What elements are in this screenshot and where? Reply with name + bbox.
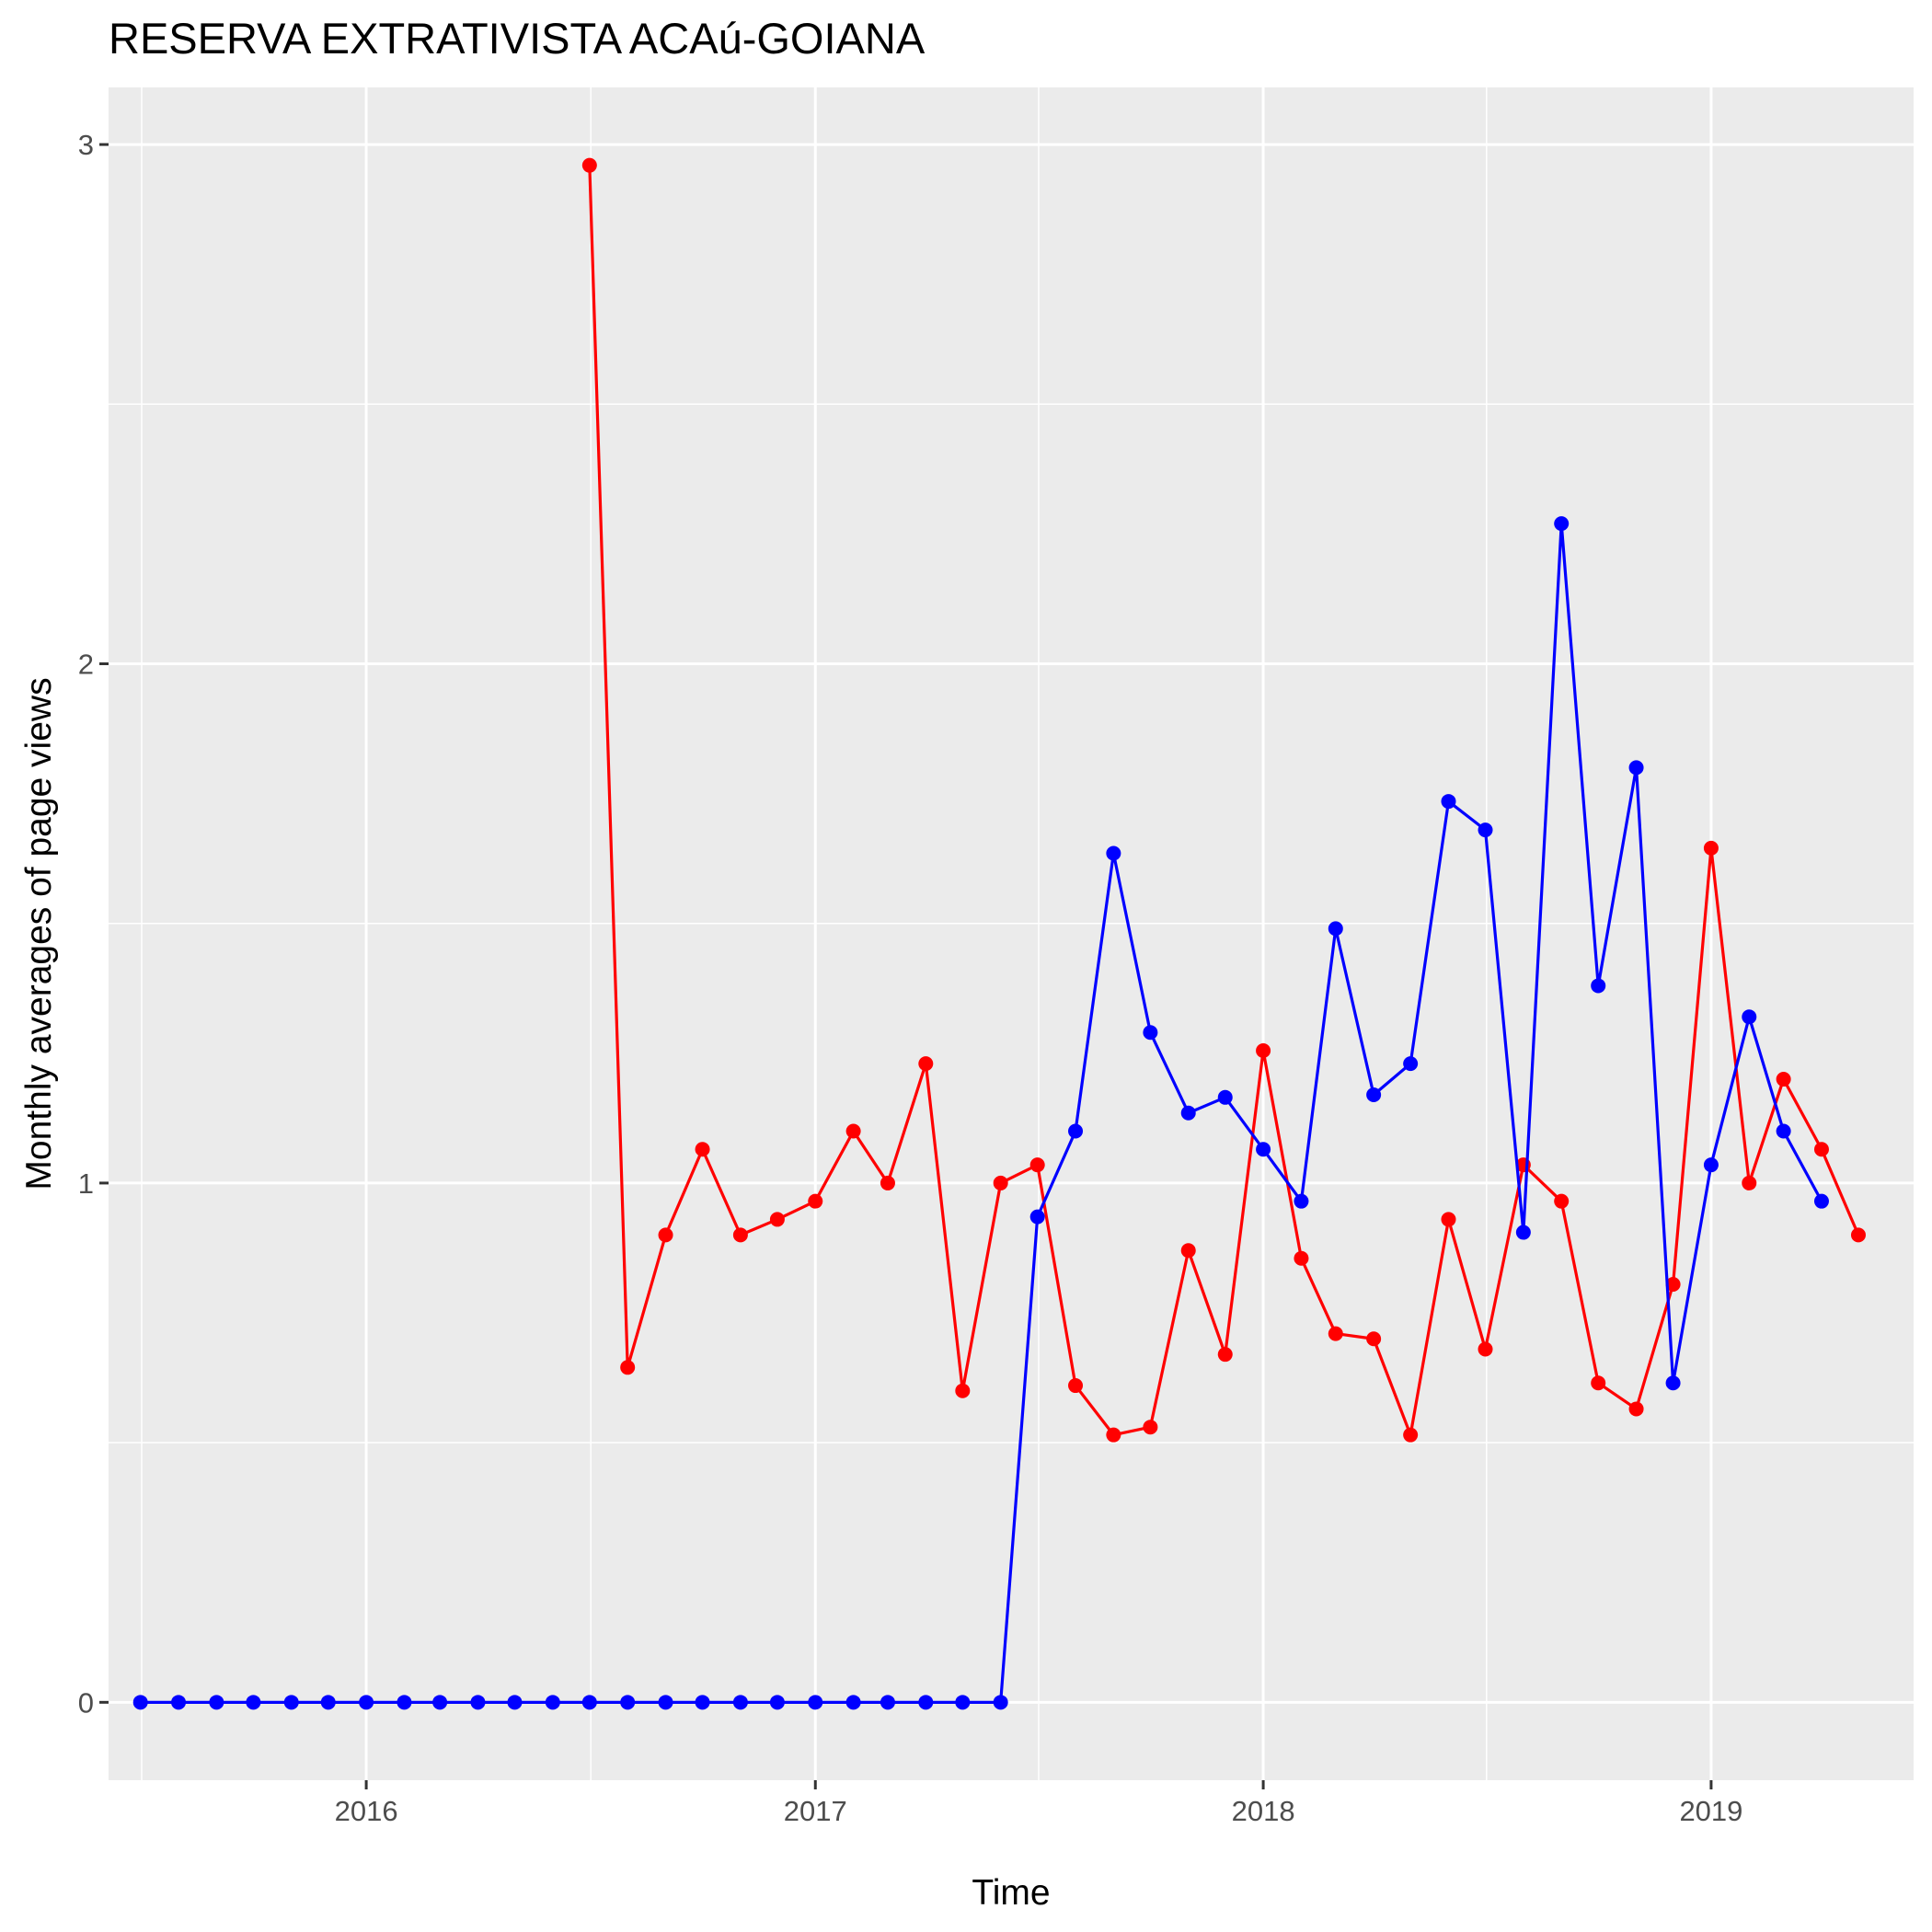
data-point (845, 1695, 861, 1710)
plot-panel (109, 87, 1914, 1780)
data-point (246, 1695, 261, 1710)
data-point (658, 1227, 673, 1243)
data-point (1403, 1056, 1419, 1072)
data-point (1813, 1193, 1829, 1209)
data-point (1703, 840, 1719, 856)
data-point (1813, 1142, 1829, 1157)
data-point (1294, 1250, 1309, 1266)
data-point (1850, 1227, 1866, 1243)
data-point (1143, 1025, 1158, 1041)
data-point (1180, 1243, 1196, 1259)
data-point (581, 1695, 597, 1710)
gridlines (109, 87, 1914, 1780)
data-point (507, 1695, 523, 1710)
data-point (470, 1695, 486, 1710)
data-point (1328, 1326, 1343, 1341)
data-point (1776, 1123, 1791, 1139)
data-point (132, 1695, 148, 1710)
data-point (209, 1695, 224, 1710)
data-point (1366, 1087, 1382, 1102)
x-tick-label: 2019 (1679, 1795, 1742, 1827)
series-1 (132, 516, 1829, 1710)
data-point (1554, 516, 1570, 532)
data-point (993, 1175, 1008, 1190)
data-point (359, 1695, 374, 1710)
y-tick-label: 0 (78, 1686, 94, 1719)
data-point (283, 1695, 299, 1710)
data-point (769, 1695, 785, 1710)
data-point (1628, 1401, 1644, 1417)
data-point (918, 1056, 934, 1072)
data-point (1515, 1225, 1531, 1240)
y-tick-label: 1 (78, 1167, 94, 1200)
data-point (808, 1193, 823, 1209)
series-line-1 (140, 522, 1823, 1704)
data-point (1776, 1072, 1791, 1087)
data-point (545, 1695, 560, 1710)
data-point (918, 1695, 934, 1710)
data-point (955, 1383, 971, 1398)
data-point (695, 1142, 710, 1157)
data-point (732, 1695, 748, 1710)
data-point (1591, 978, 1606, 994)
series-0 (581, 157, 1866, 1443)
data-point (695, 1695, 710, 1710)
data-point (1742, 1175, 1757, 1190)
data-point (1068, 1123, 1084, 1139)
data-point (432, 1695, 448, 1710)
y-tick-label: 2 (78, 649, 94, 681)
data-point (1441, 794, 1456, 810)
data-point (320, 1695, 336, 1710)
series-layer (132, 157, 1866, 1710)
x-tick-label: 2018 (1232, 1795, 1295, 1827)
data-point (1742, 1009, 1757, 1025)
data-point (1106, 845, 1121, 861)
data-point (1554, 1193, 1570, 1209)
data-point (955, 1695, 971, 1710)
data-point (1256, 1042, 1271, 1058)
x-tick-label: 2017 (784, 1795, 847, 1827)
data-point (581, 157, 597, 173)
data-point (1029, 1157, 1045, 1173)
data-point (1591, 1375, 1606, 1391)
data-point (171, 1695, 187, 1710)
data-point (1366, 1331, 1382, 1347)
data-point (1217, 1347, 1233, 1363)
data-point (1328, 921, 1343, 937)
x-axis-title: Time (972, 1873, 1050, 1913)
data-point (1403, 1427, 1419, 1443)
data-point (1180, 1105, 1196, 1121)
axes: 0 1 2 3 2016 2017 2018 2019 (78, 129, 1743, 1827)
data-point (880, 1695, 895, 1710)
data-point (1217, 1089, 1233, 1105)
data-point (1478, 1341, 1493, 1357)
data-point (1294, 1193, 1309, 1209)
data-point (1106, 1427, 1121, 1443)
data-point (397, 1695, 412, 1710)
x-tick-label: 2016 (335, 1795, 398, 1827)
data-point (1441, 1212, 1456, 1227)
data-point (993, 1695, 1008, 1710)
y-axis-title: Monthly averages of page views (19, 677, 59, 1190)
data-point (1703, 1157, 1719, 1173)
data-point (1029, 1209, 1045, 1225)
data-point (1478, 822, 1493, 838)
data-point (1628, 760, 1644, 776)
data-point (1143, 1420, 1158, 1435)
y-tick-label: 3 (78, 129, 94, 161)
data-point (1256, 1142, 1271, 1157)
data-point (845, 1123, 861, 1139)
data-point (1068, 1378, 1084, 1394)
data-point (769, 1212, 785, 1227)
data-point (880, 1175, 895, 1190)
data-point (1665, 1375, 1681, 1391)
data-point (1665, 1276, 1681, 1292)
data-point (620, 1695, 636, 1710)
data-point (658, 1695, 673, 1710)
chart-title: RESERVA EXTRATIVISTA ACAú-GOIANA (109, 14, 926, 63)
data-point (732, 1227, 748, 1243)
data-point (808, 1695, 823, 1710)
data-point (620, 1360, 636, 1375)
